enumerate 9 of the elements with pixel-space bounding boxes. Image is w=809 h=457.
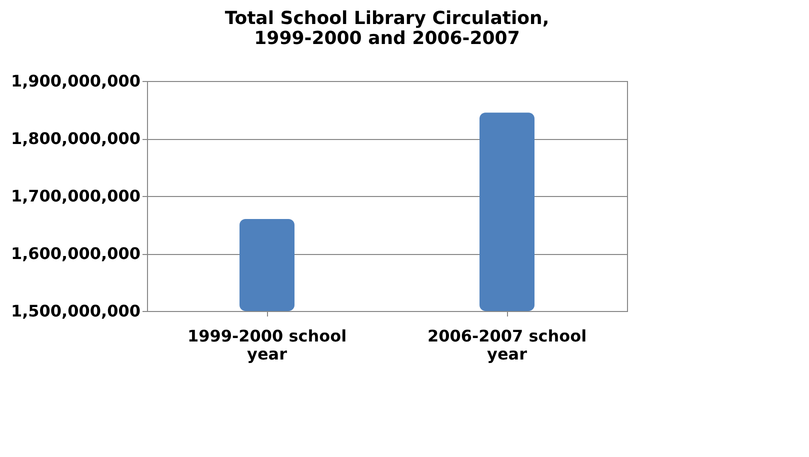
x-tick-label: 2006-2007 school year (427, 326, 587, 364)
text: Total School Library Circulation, (224, 8, 550, 29)
y-tick-label: 1,900,000,000 (10, 72, 140, 90)
y-tick-label: 1,500,000,000 (10, 302, 140, 320)
y-tick-label: 1,700,000,000 (10, 186, 140, 206)
text: 1999-2000 and 2006-2007 (254, 28, 520, 49)
y-tick-label: 1,800,000,000 (10, 129, 140, 148)
x-tick-label: 1999-2000 school year (187, 326, 347, 364)
y-tick-label: 1,600,000,000 (10, 244, 140, 263)
